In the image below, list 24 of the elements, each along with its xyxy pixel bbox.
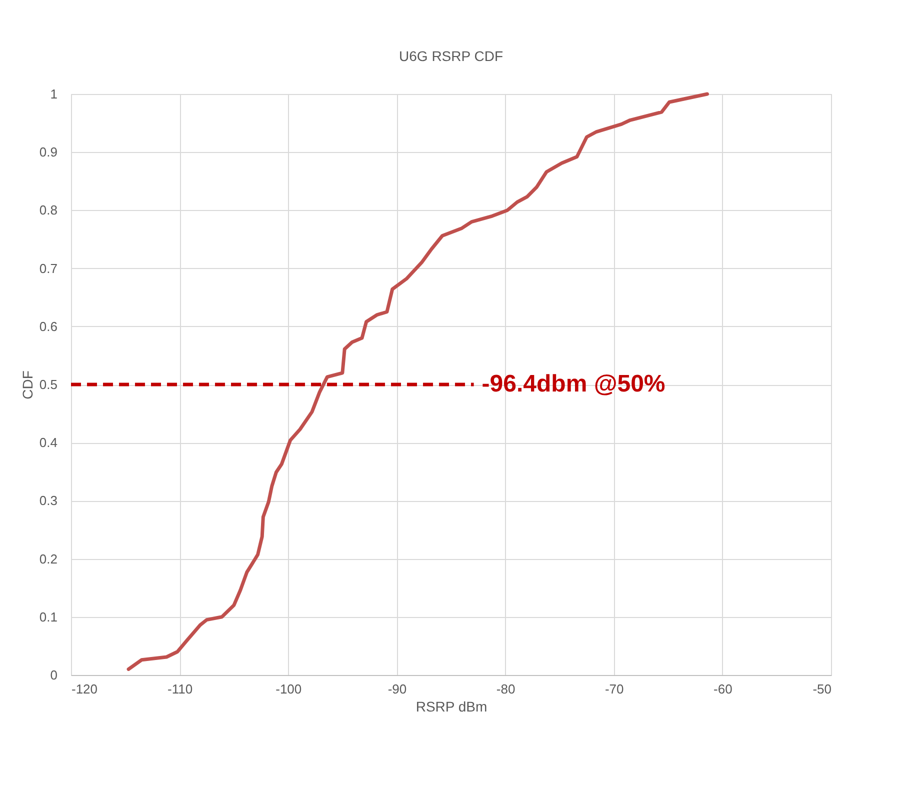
x-tick-label: -70	[604, 682, 624, 696]
chart-title: U6G RSRP CDF	[399, 48, 503, 64]
x-tick-label: -50	[812, 682, 832, 696]
y-tick-label: 0.8	[39, 202, 58, 218]
x-tick-label: -60	[714, 682, 732, 696]
y-tick-label: 0.7	[39, 260, 58, 276]
ref-line-label: -96.4dbm @50%	[482, 370, 666, 398]
y-tick-label: 0.6	[39, 318, 58, 334]
x-tick-label: -80	[496, 682, 516, 696]
y-tick-label: 0.9	[39, 144, 58, 160]
y-tick-label: 0.5	[39, 377, 58, 392]
x-tick-label: -110	[168, 682, 193, 696]
y-tick-label: 0.3	[39, 493, 58, 508]
x-axis-title: RSRP dBm	[416, 698, 488, 714]
y-tick-label: 0.2	[39, 551, 58, 566]
y-tick-label: 0.4	[39, 435, 58, 450]
y-tick-label: 1	[50, 86, 58, 102]
y-axis-title: CDF	[19, 370, 36, 400]
x-tick-label: -100	[276, 682, 302, 696]
x-tick-label: -120	[72, 682, 98, 696]
line-series	[126, 92, 709, 671]
y-tick-label: 0.1	[39, 609, 58, 624]
y-tick-label: 0	[50, 668, 58, 682]
x-tick-label: -90	[388, 682, 407, 696]
